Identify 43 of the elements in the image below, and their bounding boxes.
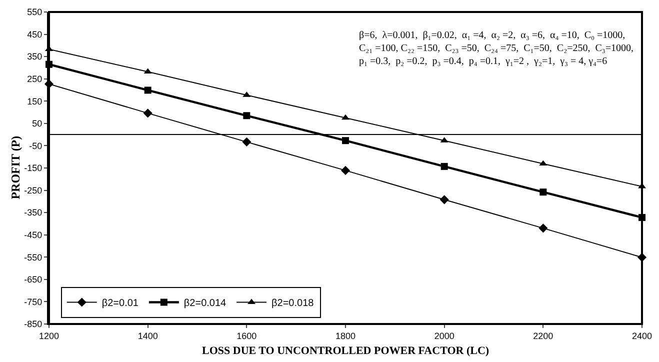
legend-label: β2=0.018	[272, 298, 314, 310]
y-tick-label: 150	[27, 96, 42, 106]
y-tick-label: 450	[27, 29, 42, 40]
point	[638, 214, 646, 221]
y-tick-label: -550	[24, 252, 42, 262]
legend-label: β2=0.014	[184, 298, 227, 310]
y-tick-label: 550	[27, 7, 42, 18]
y-tick-label: 250	[27, 74, 42, 84]
y-tick-label: -450	[24, 230, 42, 240]
y-tick-label: -850	[24, 319, 42, 330]
annotation: β=6, λ=0.001, β₁=0.02, α₁ =4, α₂ =2, α₃ =6, α₄ =10, C₀ =1000, C₂₁ =100, C₂₂ =150, C₂₃ =50, C₂₄ =75, C₁=50, C₂=250, C₃=1000, p₁ =0.3, p₂ =0.2, p₃ =0.4, p₄ =0.1, γ₁=2 , γ₂=1, γ₃ = 4, γ₄=6	[359, 30, 634, 67]
x-tick-label: 1800	[335, 330, 356, 341]
point	[44, 79, 54, 89]
y-axis-title: PROFIT (P)	[8, 136, 22, 200]
point	[342, 137, 349, 144]
y-tick-label: -50	[29, 140, 42, 151]
y-tick-label: -350	[24, 208, 42, 218]
x-tick-label: 1200	[38, 330, 60, 341]
point	[340, 166, 350, 175]
y-tick-label: -150	[24, 163, 42, 174]
y-tick-label: -650	[24, 274, 42, 285]
point	[243, 112, 250, 120]
y-tick-label: 350	[27, 52, 42, 62]
x-tick-label: 2400	[632, 330, 652, 341]
y-tick-label: 50	[32, 118, 42, 129]
point	[539, 160, 548, 166]
point	[143, 108, 152, 118]
point	[637, 252, 647, 262]
point	[538, 224, 548, 233]
point	[144, 86, 152, 94]
x-tick-label: 2000	[434, 330, 454, 341]
y-tick-label: -250	[24, 185, 42, 196]
point	[440, 195, 449, 204]
legend-label: β2=0.01	[102, 298, 139, 310]
point	[46, 60, 52, 68]
x-axis-title: LOSS DUE TO UNCONTROLLED POWER FACTOR (LC)	[202, 345, 490, 357]
point	[540, 188, 547, 196]
y-tick-label: -750	[24, 296, 42, 307]
x-tick-label: 2200	[533, 330, 554, 341]
point	[242, 137, 252, 146]
point	[440, 162, 448, 170]
x-tick-label: 1400	[138, 330, 158, 341]
x-tick-label: 1600	[236, 330, 257, 341]
